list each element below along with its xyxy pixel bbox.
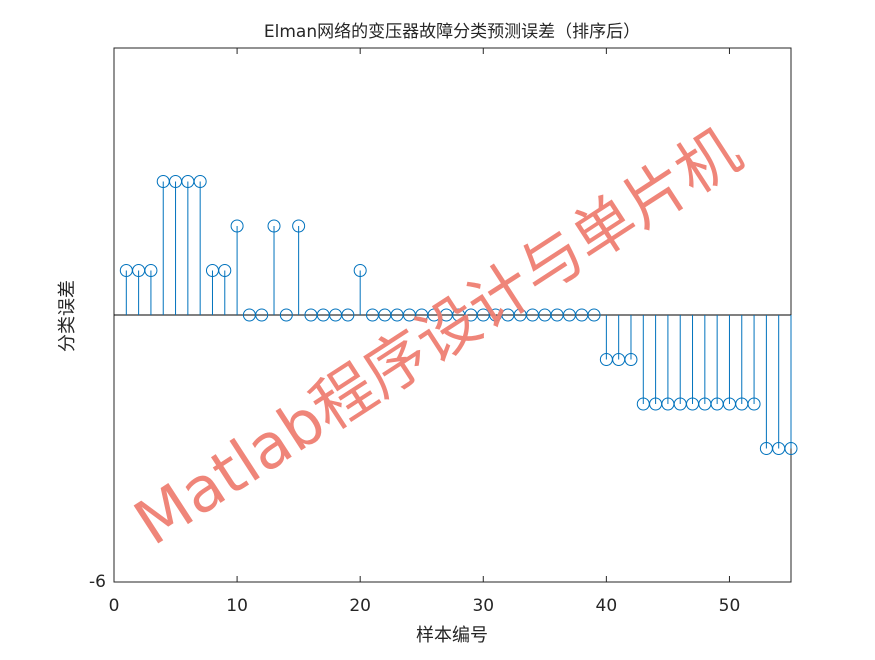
stem-marker <box>218 264 232 277</box>
chart-title: Elman网络的变压器故障分类预测误差（排序后） <box>264 22 640 42</box>
stem-marker <box>144 264 158 277</box>
stem-marker <box>747 397 761 411</box>
x-tick-label: 30 <box>472 596 494 616</box>
stem-marker <box>255 308 269 322</box>
y-axis-label: 分类误差 <box>57 280 78 352</box>
stem-marker <box>784 442 798 455</box>
x-tick-label: 50 <box>719 596 741 616</box>
x-tick-label: 40 <box>596 596 618 616</box>
x-axis-label: 样本编号 <box>416 625 488 646</box>
stem-marker <box>230 219 244 233</box>
stem-marker <box>193 175 207 188</box>
stem-marker <box>624 353 638 366</box>
stem-marker <box>267 219 281 233</box>
stem-marker <box>341 308 355 322</box>
x-tick-label: 20 <box>349 596 371 616</box>
y-tick-label: -6 <box>89 572 106 592</box>
stem-marker <box>353 264 367 277</box>
stem-marker <box>279 308 293 322</box>
x-tick-label: 10 <box>226 596 248 616</box>
x-tick-label: 0 <box>109 596 120 616</box>
stem-marker <box>292 219 306 233</box>
stem-marker <box>587 308 601 322</box>
